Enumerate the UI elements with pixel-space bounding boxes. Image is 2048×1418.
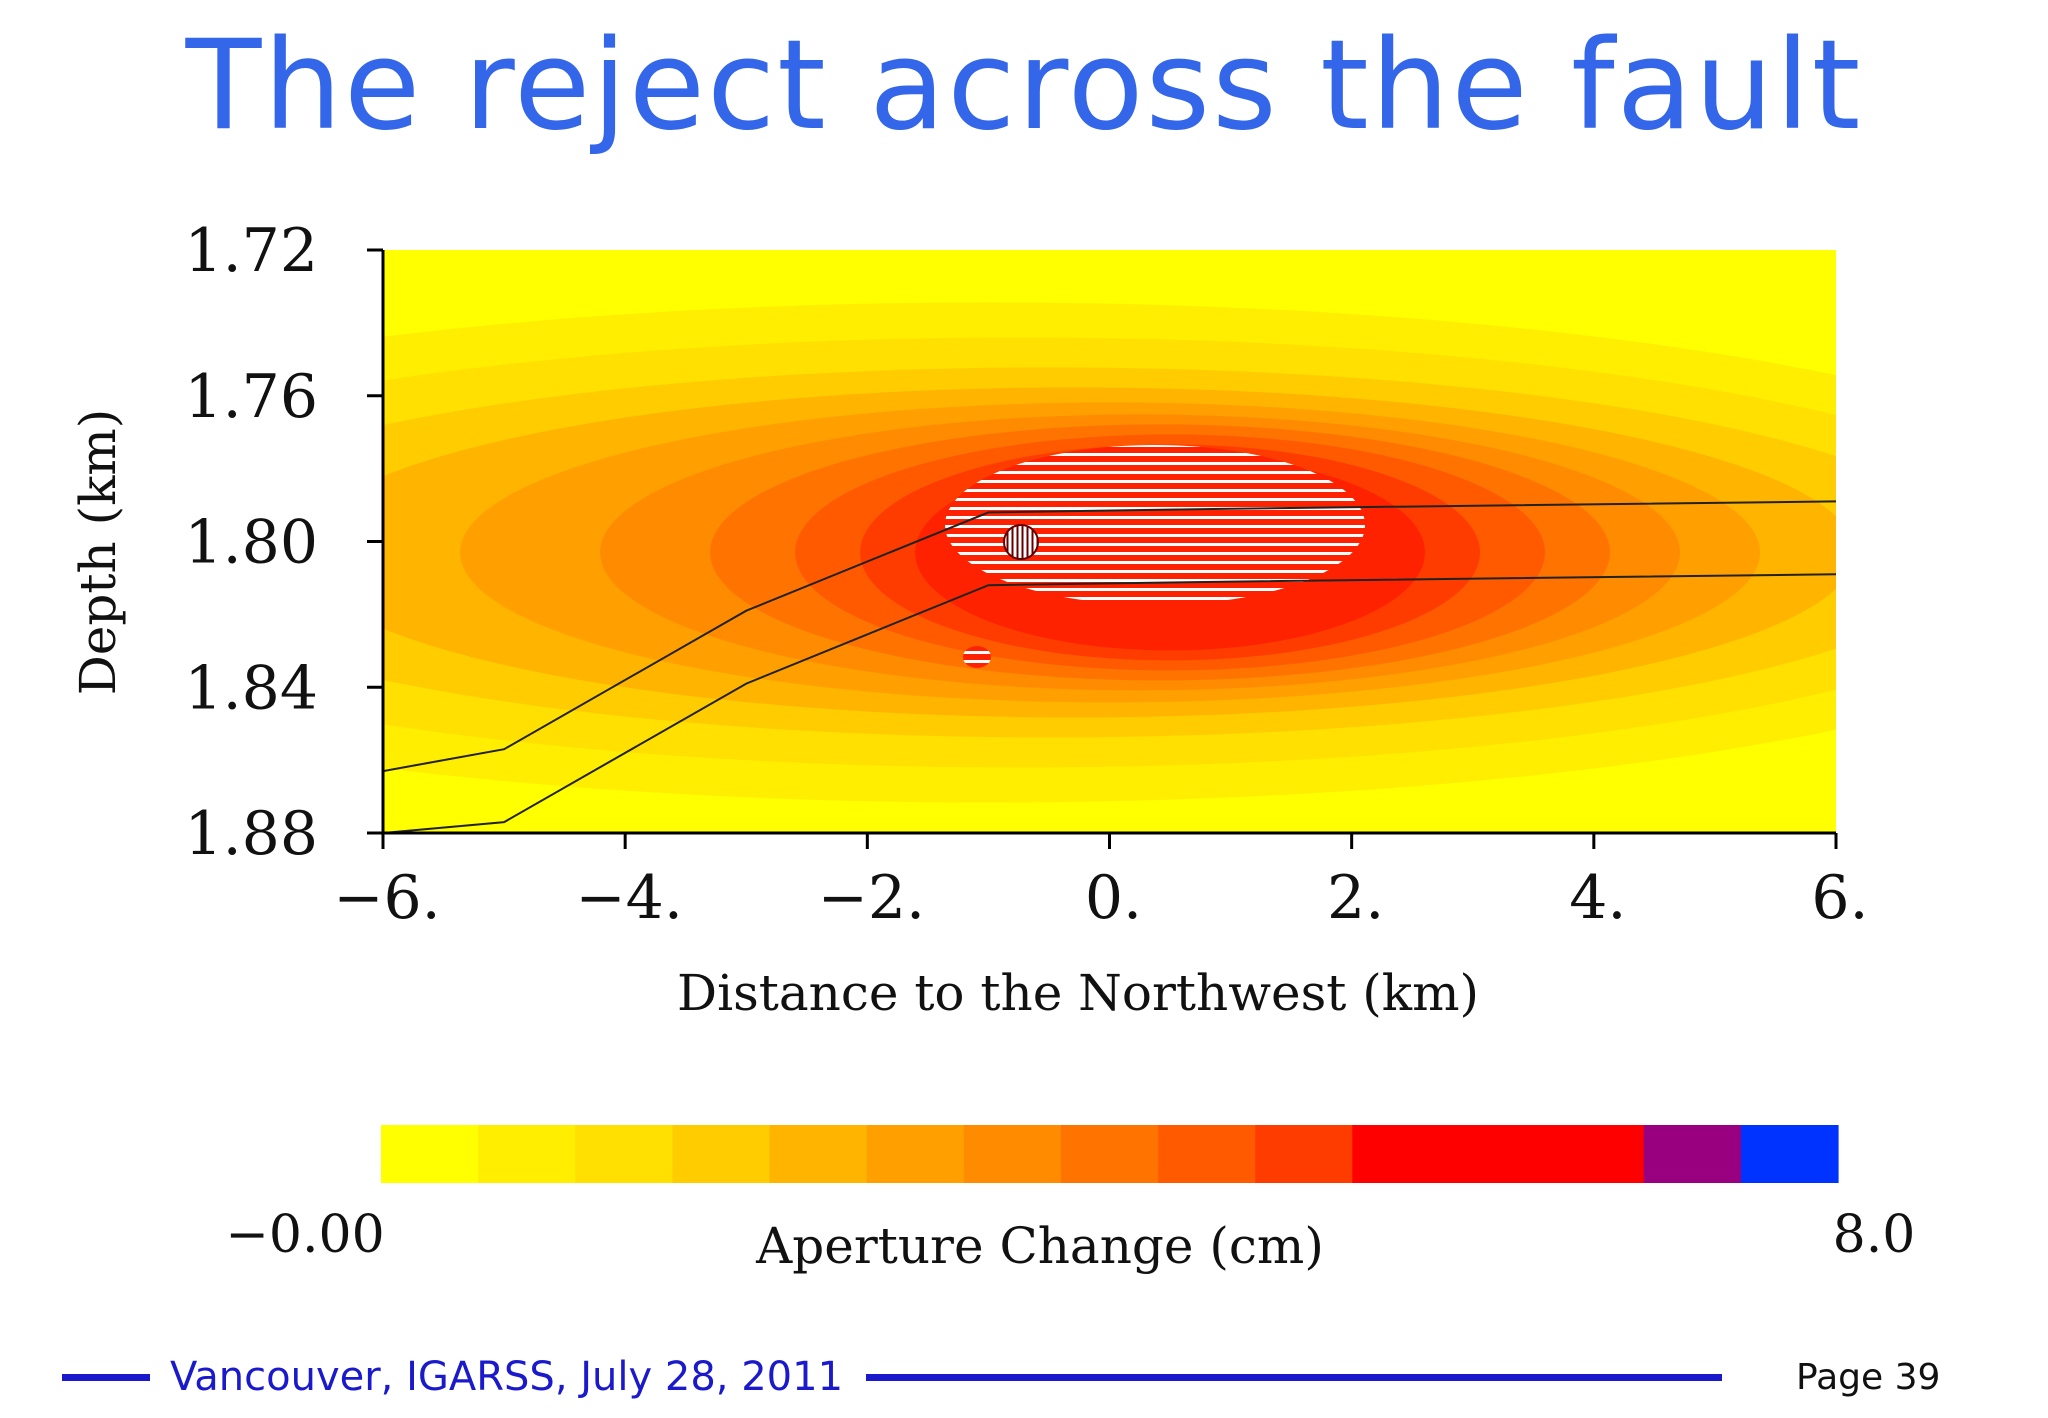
x-tick-label: −4.: [575, 863, 683, 933]
x-tick-label: −6.: [333, 863, 441, 933]
fault-line-2: [383, 573, 1836, 833]
anomaly-hatched-region: [945, 445, 1365, 605]
x-tick-label: 6.: [1811, 863, 1868, 933]
y-axis-title: Depth (km): [69, 409, 127, 696]
colorbar: −0.00 8.0 Aperture Change (cm): [225, 1125, 1915, 1275]
colorbar-cell: [1060, 1125, 1159, 1183]
colorbar-cell: [769, 1125, 868, 1183]
footer-line-left: [62, 1374, 150, 1381]
colorbar-cell: [1643, 1125, 1742, 1183]
colorbar-cell: [963, 1125, 1062, 1183]
well-marker: [1003, 524, 1039, 560]
colorbar-cell: [381, 1125, 479, 1183]
axes: −6. −4. −2. 0. 2. 4. 6. 1.72 1.76 1.80 1.84 1.88: [184, 216, 1868, 933]
colorbar-cell: [866, 1125, 965, 1183]
x-tick-label: −2.: [818, 863, 926, 933]
x-tick-label: 4.: [1569, 863, 1626, 933]
heatmap-field: [383, 250, 1836, 833]
y-tick-label: 1.76: [184, 362, 318, 432]
colorbar-title: Aperture Change (cm): [755, 1217, 1324, 1275]
colorbar-cell: [1449, 1125, 1548, 1183]
colorbar-min-label: −0.00: [225, 1205, 384, 1265]
colorbar-cell: [478, 1125, 576, 1183]
colorbar-cell: [1352, 1125, 1450, 1183]
fault-line-1: [383, 500, 1836, 773]
footer-line-right: [866, 1374, 1722, 1381]
y-tick-label: 1.80: [184, 508, 318, 578]
small-hatched-patch: [963, 646, 991, 668]
y-tick-label: 1.72: [184, 216, 318, 286]
slide-title: The reject across the fault: [185, 14, 1863, 158]
colorbar-cell: [575, 1125, 673, 1183]
y-tick-label: 1.84: [184, 653, 318, 723]
y-tick-label: 1.88: [184, 799, 318, 869]
footer-page-number: Page 39: [1796, 1357, 1941, 1398]
x-tick-label: 2.: [1327, 863, 1384, 933]
colorbar-cell: [1255, 1125, 1353, 1183]
colorbar-cell: [672, 1125, 771, 1183]
colorbar-cell: [1740, 1125, 1839, 1183]
x-axis-title: Distance to the Northwest (km): [677, 964, 1479, 1022]
colorbar-max-label: 8.0: [1833, 1205, 1916, 1265]
footer-event: Vancouver, IGARSS, July 28, 2011: [170, 1354, 844, 1400]
x-tick-label: 0.: [1085, 863, 1142, 933]
colorbar-cell: [1546, 1125, 1645, 1183]
colorbar-cell: [1158, 1125, 1256, 1183]
